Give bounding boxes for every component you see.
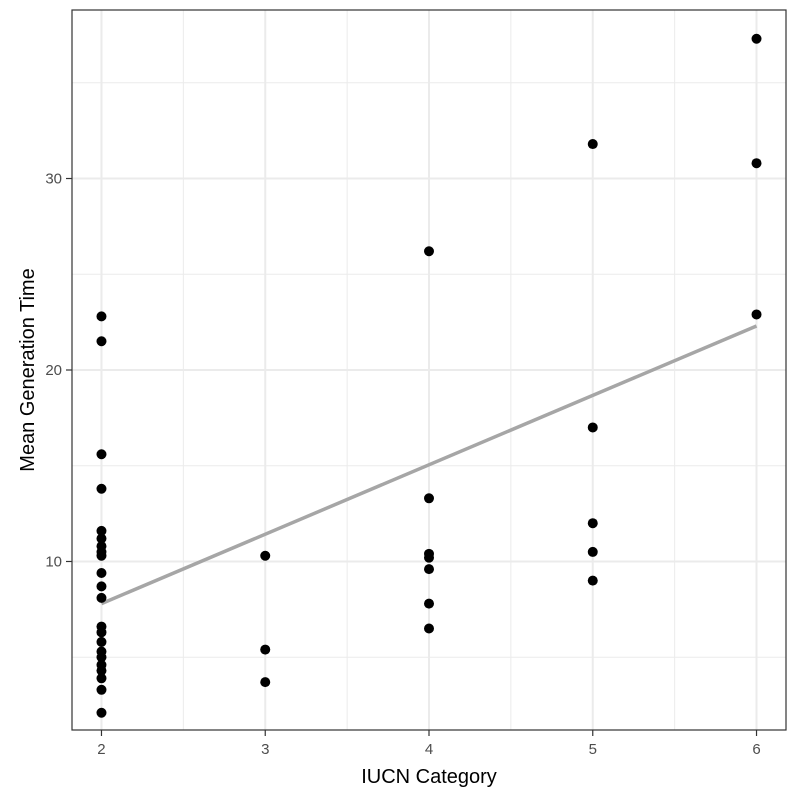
- data-point: [751, 33, 762, 44]
- data-point: [424, 623, 434, 634]
- data-point: [96, 567, 107, 578]
- data-point: [96, 627, 107, 638]
- points-layer: [96, 33, 762, 718]
- x-tick-label: 5: [589, 741, 597, 758]
- data-point: [96, 652, 107, 663]
- fit-line-layer: [100, 324, 758, 606]
- data-point: [96, 550, 107, 561]
- y-tick-label: 20: [45, 362, 62, 379]
- y-axis-title: Mean Generation Time: [17, 268, 39, 471]
- x-axis-ticks: 2 3 4 5 6: [97, 730, 761, 758]
- data-point: [424, 493, 434, 504]
- x-tick-label: 2: [97, 741, 105, 758]
- data-point: [96, 665, 107, 676]
- data-point: [96, 684, 107, 695]
- data-point: [96, 525, 107, 536]
- y-tick-label: 10: [45, 553, 62, 570]
- data-point: [260, 644, 271, 655]
- data-point: [424, 246, 434, 257]
- data-point: [751, 309, 762, 320]
- data-point: [260, 677, 271, 688]
- data-point: [587, 546, 598, 557]
- data-point: [587, 518, 598, 529]
- x-tick-label: 3: [261, 741, 269, 758]
- data-point: [424, 564, 434, 575]
- data-point: [587, 139, 598, 150]
- fit-line: [100, 324, 758, 606]
- x-tick-label: 4: [425, 741, 433, 758]
- data-point: [587, 422, 598, 433]
- data-point: [751, 158, 762, 169]
- data-point: [96, 707, 107, 718]
- y-axis-ticks: 10 20 30: [45, 171, 72, 570]
- data-point: [587, 575, 598, 586]
- data-point: [96, 533, 107, 544]
- data-point: [96, 311, 107, 322]
- x-tick-label: 6: [752, 741, 760, 758]
- data-point: [96, 581, 107, 592]
- data-point: [424, 552, 434, 563]
- data-point: [96, 592, 107, 603]
- data-point: [96, 636, 107, 647]
- data-point: [96, 673, 107, 684]
- y-tick-label: 30: [45, 171, 62, 188]
- data-point: [96, 449, 107, 460]
- data-point: [424, 598, 434, 609]
- data-point: [260, 550, 271, 561]
- data-point: [96, 336, 107, 347]
- major-gridlines: [72, 10, 786, 730]
- x-axis-title: IUCN Category: [361, 766, 497, 788]
- data-point: [96, 483, 107, 494]
